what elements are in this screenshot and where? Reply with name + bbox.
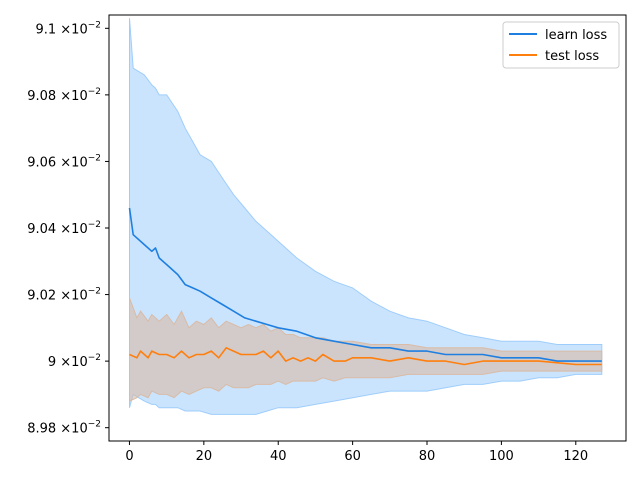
y-axis: 8.98 ×10−2 9 ×10−2 9.02 ×10−2 9.04 ×10−2 9.0… — [27, 20, 109, 437]
x-tick-label: 60 — [344, 449, 361, 464]
x-tick-label: 0 — [125, 449, 133, 464]
test-loss-line — [129, 346, 602, 366]
legend-label-test-loss: test loss — [545, 49, 599, 64]
x-tick-label: 20 — [196, 449, 213, 464]
legend: learn loss test loss — [502, 21, 620, 69]
x-tick-label: 120 — [563, 449, 588, 464]
confidence-bands — [129, 18, 603, 415]
x-axis: 0 20 40 60 80 100 120 — [125, 441, 588, 464]
y-tick-label: 9.02 ×10−2 — [27, 287, 101, 304]
y-tick-label: 9.1 ×10−2 — [35, 20, 101, 37]
y-tick-label: 9.08 ×10−2 — [27, 87, 101, 104]
x-tick-label: 40 — [270, 449, 287, 464]
y-tick-label: 9 ×10−2 — [48, 353, 101, 370]
x-tick-label: 80 — [419, 449, 436, 464]
learn-loss-band — [129, 18, 603, 415]
y-tick-label: 8.98 ×10−2 — [27, 420, 101, 437]
y-tick-label: 9.06 ×10−2 — [27, 153, 101, 170]
legend-label-learn-loss: learn loss — [545, 28, 607, 43]
learn-loss-line — [128, 207, 602, 362]
x-tick-label: 100 — [489, 449, 514, 464]
test-loss-band — [129, 297, 603, 402]
series-lines — [128, 207, 602, 366]
y-tick-label: 9.04 ×10−2 — [27, 220, 101, 237]
